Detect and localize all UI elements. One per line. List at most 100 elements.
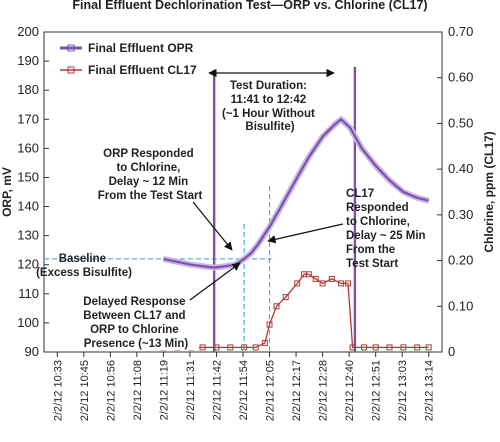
- x-tick-label: 2/2/12 10:45: [79, 360, 91, 421]
- baseline-label: Baseline (Excess Bisulfite): [36, 253, 132, 279]
- cl17-point: [328, 275, 335, 282]
- cl17-point: [199, 344, 206, 351]
- delayed-response-arrow: [189, 262, 241, 301]
- delayed-response-line: Presence (~13 Min): [84, 338, 189, 350]
- cl17-point: [400, 344, 407, 351]
- delayed-response-annotation: Delayed Response Between CL17 and ORP to…: [75, 262, 241, 350]
- baseline-line: Baseline: [59, 253, 106, 265]
- y-tick-label: 120: [17, 257, 39, 272]
- y-axis-ticks: 90 100 110 120 130 140 150 160 170 180 190 200: [17, 24, 49, 359]
- cl17-point: [261, 339, 268, 346]
- cl17-point: [425, 344, 432, 351]
- y-tick-label: 150: [17, 169, 39, 184]
- cl17-point: [294, 280, 301, 287]
- cl17-point: [386, 344, 393, 351]
- test-duration-box: [222, 78, 316, 130]
- orp-response-arrow: [192, 201, 233, 251]
- y2-tick-label: 0.40: [448, 161, 473, 176]
- orp-response-label: ORP Responded to Chlorine, Delay ~ 12 Mi…: [98, 148, 203, 202]
- y-tick-label: 140: [17, 199, 39, 214]
- cl17-point: [349, 344, 356, 351]
- y2-tick-label: 0.70: [448, 24, 473, 39]
- orp-response-line: to Chlorine,: [116, 162, 180, 174]
- y-tick-label: 190: [17, 53, 39, 68]
- cl17-response-line: Test Start: [346, 258, 398, 270]
- x-tick-label: 2/2/12 12:05: [265, 360, 277, 421]
- cl17-point: [338, 280, 345, 287]
- cl17-point: [372, 344, 379, 351]
- cl17-response-arrow: [267, 223, 344, 244]
- x-tick-label: 2/2/12 12:51: [371, 360, 383, 421]
- orp-response-annotation: ORP Responded to Chlorine, Delay ~ 12 Mi…: [92, 146, 233, 251]
- legend-label-orp: Final Effluent OPR: [88, 41, 194, 55]
- y-tick-label: 130: [17, 228, 39, 243]
- orp-series-line: [163, 118, 429, 269]
- x-tick-label: 2/2/12 12:17: [291, 360, 303, 421]
- cl17-response-line: Responded: [346, 202, 409, 214]
- cl17-point: [266, 321, 273, 328]
- x-axis-ticks: 2/2/12 10:33 2/2/12 10:45 2/2/12 10:56 2/2/…: [52, 352, 436, 421]
- x-tick-label: 2/2/12 11:19: [158, 360, 170, 420]
- x-tick-label: 2/2/12 10:56: [105, 360, 117, 421]
- test-duration-line: 11:41 to 12:42: [231, 94, 306, 106]
- cl17-point: [305, 271, 312, 278]
- cl17-point: [345, 280, 351, 287]
- cl17-response-line: From the: [346, 244, 395, 256]
- cl17-response-line: Delay ~ 25 Min: [346, 230, 426, 242]
- y-tick-label: 170: [17, 111, 39, 126]
- delayed-response-line: ORP to Chlorine: [90, 324, 179, 336]
- delayed-response-label: Delayed Response Between CL17 and ORP to…: [83, 296, 188, 350]
- chart-title: Final Effluent Dechlorination Test—ORP v…: [72, 0, 427, 12]
- cl17-series-line: [163, 273, 429, 349]
- cl17-point: [252, 344, 259, 351]
- cl17-response-label: CL17 Responded to Chlorine, Delay ~ 25 M…: [346, 188, 429, 270]
- y2-tick-label: 0.30: [448, 207, 473, 222]
- x-tick-label: 2/2/12 13:14: [424, 360, 436, 421]
- x-tick-label: 2/2/12 13:03: [397, 360, 409, 421]
- legend-marker-orp: [67, 44, 75, 52]
- y-tick-label: 90: [25, 344, 39, 359]
- y2-tick-label: 0.60: [448, 70, 473, 85]
- cl17-point: [227, 344, 234, 351]
- baseline-annotation: Baseline (Excess Bisulfite): [36, 253, 132, 279]
- y-tick-label: 180: [17, 82, 39, 97]
- y-tick-label: 160: [17, 140, 39, 155]
- y2-tick-label: 0.50: [448, 115, 473, 130]
- delayed-response-box: [75, 294, 199, 350]
- y-tick-label: 100: [17, 315, 39, 330]
- y2-axis-ticks: 0 0.10 0.20 0.30 0.40 0.50 0.60 0.70: [437, 24, 473, 359]
- orp-response-line: ORP Responded: [103, 148, 194, 160]
- cl17-point: [361, 344, 368, 351]
- baseline-line: (Excess Bisulfite): [36, 267, 132, 279]
- cl17-point: [282, 294, 289, 301]
- y2-tick-label: 0: [448, 344, 455, 359]
- x-tick-label: 2/2/12 11:42: [211, 360, 223, 420]
- y-tick-label: 200: [17, 24, 39, 39]
- test-duration-line: Test Duration:: [230, 80, 307, 92]
- y2-tick-label: 0.20: [448, 253, 473, 268]
- cl17-point: [273, 303, 280, 310]
- y-axis-title: ORP, mV: [0, 167, 14, 217]
- y-tick-label: 110: [18, 286, 39, 301]
- cl17-point: [312, 275, 319, 282]
- y2-tick-label: 0.10: [448, 298, 473, 313]
- series-layer: [160, 116, 432, 351]
- cl17-response-line: to Chlorine,: [346, 216, 410, 228]
- test-duration-line: Bisulfite): [245, 121, 294, 133]
- x-tick-label: 2/2/12 11:31: [185, 360, 197, 420]
- cl17-response-line: CL17: [346, 188, 374, 200]
- cl17-point: [319, 280, 326, 287]
- x-tick-label: 2/2/12 11:54: [238, 360, 250, 420]
- cl17-point: [213, 344, 220, 351]
- test-duration-line: (~1 Hour Without: [222, 108, 315, 120]
- orp-response-line: Delay ~ 12 Min: [109, 176, 189, 188]
- delayed-response-line: Delayed Response: [83, 296, 185, 308]
- cl17-point: [241, 344, 248, 351]
- cl17-response-annotation: CL17 Responded to Chlorine, Delay ~ 25 M…: [267, 188, 429, 270]
- cl17-point: [414, 344, 421, 351]
- x-tick-label: 2/2/12 12:28: [318, 360, 330, 421]
- legend-label-cl17: Final Effluent CL17: [88, 63, 197, 77]
- delayed-response-line: Between CL17 and: [83, 310, 185, 322]
- orp-response-box: [92, 146, 208, 200]
